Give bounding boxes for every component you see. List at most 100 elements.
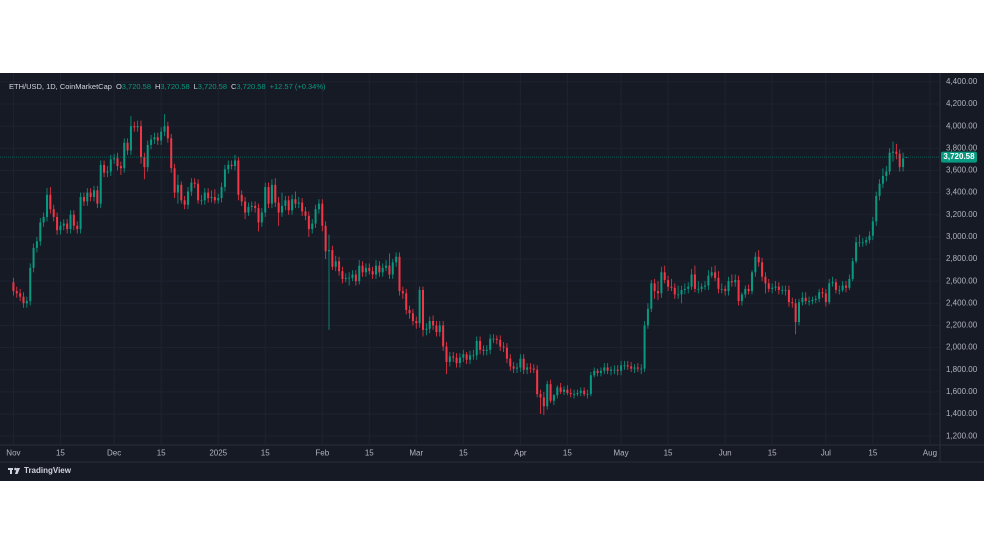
last-price-label: 3,720.58: [943, 152, 975, 161]
y-tick-label: 3,000.00: [946, 232, 978, 241]
candle-body: [673, 287, 676, 295]
candle-body: [720, 288, 723, 290]
candle-body: [653, 283, 656, 292]
candle-body: [203, 192, 206, 201]
candle-body: [59, 225, 62, 231]
brand: TradingView: [24, 466, 71, 475]
candle-body: [237, 160, 240, 195]
candle-body: [680, 290, 683, 295]
candle-body: [146, 144, 149, 168]
candle-body: [660, 272, 663, 294]
ohlc-item: C3,720.58: [231, 82, 266, 91]
candle-body: [435, 325, 438, 333]
candle-body: [297, 202, 300, 204]
candle-body: [495, 338, 498, 340]
candle-body: [824, 293, 827, 303]
candle-body: [32, 247, 35, 268]
candle-body: [401, 291, 404, 294]
candle-body: [72, 214, 75, 226]
candle-body: [834, 282, 837, 290]
candle-body: [445, 346, 448, 362]
candle-body: [52, 209, 55, 217]
candle-body: [42, 216, 45, 223]
candle-body: [62, 223, 65, 226]
candle-body: [599, 370, 602, 374]
candle-body: [895, 151, 898, 154]
candle-body: [767, 283, 770, 289]
candle-body: [250, 205, 253, 207]
candle-body: [663, 272, 666, 281]
candle-body: [761, 262, 764, 277]
candle-body: [257, 208, 260, 223]
candle-body: [220, 187, 223, 199]
candle-body: [398, 256, 401, 292]
chart-header: ETH/USD, 1D, CoinMarketCap O3,720.58 H3,7…: [9, 82, 326, 91]
candle-body: [754, 256, 757, 273]
candle-body: [301, 202, 304, 212]
candle-body: [153, 137, 156, 140]
candle-body: [66, 223, 69, 230]
y-tick-label: 2,400.00: [946, 298, 978, 307]
candle-body: [690, 274, 693, 287]
candle-body: [771, 287, 774, 289]
candle-body: [549, 384, 552, 401]
candle-body: [861, 242, 864, 244]
candle-body: [361, 265, 364, 273]
candle-body: [808, 301, 811, 302]
candle-body: [344, 277, 347, 279]
candle-body: [683, 288, 686, 290]
y-tick-label: 4,400.00: [946, 77, 978, 86]
candle-body: [448, 356, 451, 362]
candle-body: [502, 346, 505, 348]
candle-body: [227, 164, 230, 170]
candle-body: [116, 158, 119, 166]
candle-body: [123, 142, 126, 169]
y-tick-label: 2,600.00: [946, 276, 978, 285]
candle-body: [254, 205, 257, 209]
ohlc-key: L: [193, 82, 198, 91]
candle-body: [170, 138, 173, 169]
candle-body: [562, 389, 566, 392]
ohlc-value: 3,720.58: [236, 82, 266, 91]
candle-body: [492, 338, 495, 340]
candle-body: [79, 197, 82, 230]
candle-body: [579, 390, 582, 393]
candle-body: [160, 131, 163, 141]
candle-body: [321, 203, 324, 226]
y-tick-label: 3,800.00: [946, 143, 978, 152]
candle-body: [519, 358, 522, 368]
candle-body: [865, 240, 868, 243]
y-tick-label: 1,600.00: [946, 387, 978, 396]
tradingview-logo: [8, 467, 20, 474]
y-tick-label: 3,600.00: [946, 166, 978, 175]
candle-body: [871, 221, 874, 236]
candle-body: [351, 274, 354, 278]
candle-body: [848, 278, 851, 288]
candle-body: [307, 215, 310, 230]
x-tick-label: Nov: [6, 449, 20, 458]
candle-body: [391, 262, 394, 275]
candle-body: [247, 206, 250, 213]
candle-body: [707, 275, 710, 286]
candle-body: [609, 369, 613, 371]
candle-body: [69, 214, 72, 230]
candle-body: [589, 375, 592, 395]
x-tick-label: 15: [768, 449, 777, 458]
candle-body: [844, 285, 848, 288]
candle-body: [210, 197, 213, 199]
candle-body: [405, 293, 408, 310]
candle-body: [354, 274, 357, 282]
y-tick-label: 1,200.00: [946, 431, 978, 440]
candle-body: [374, 265, 378, 275]
candle-body: [818, 292, 821, 299]
candle-body: [472, 355, 475, 357]
candle-body: [902, 158, 905, 168]
x-tick-label: 15: [664, 449, 673, 458]
x-tick-label: 15: [157, 449, 166, 458]
x-tick-label: 15: [868, 449, 877, 458]
x-tick-label: Jul: [821, 449, 831, 458]
candle-body: [29, 267, 32, 302]
candle-body: [411, 313, 414, 321]
candle-body: [136, 126, 139, 128]
